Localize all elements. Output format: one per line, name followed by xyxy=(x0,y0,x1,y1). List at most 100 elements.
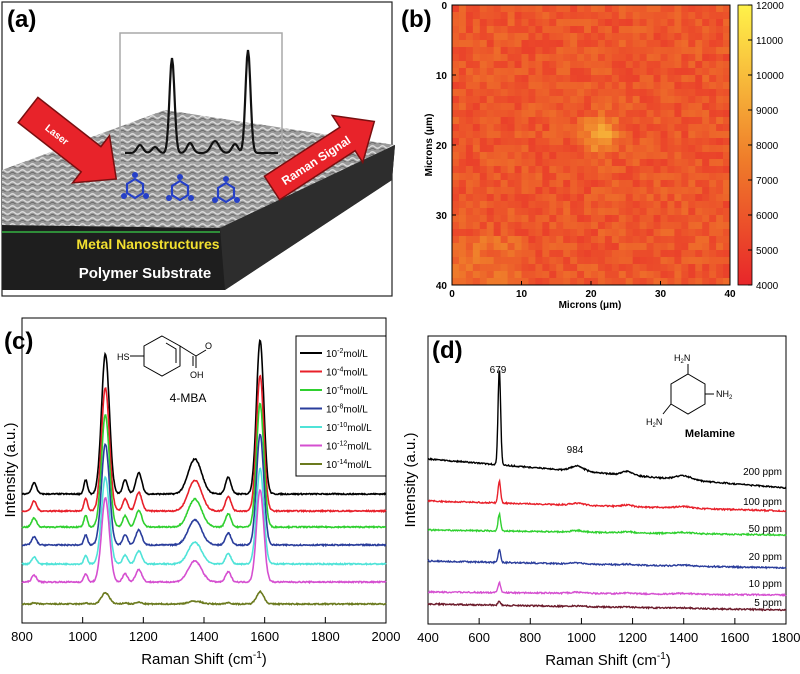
panel-c-series-line xyxy=(21,590,387,607)
heatmap-cell xyxy=(667,271,675,279)
heatmap-cell xyxy=(591,5,599,13)
heatmap-cell xyxy=(458,152,467,160)
heatmap-cell xyxy=(570,5,578,13)
heatmap-cell xyxy=(667,61,675,69)
heatmap-cell xyxy=(549,33,557,41)
heatmap-cell xyxy=(618,54,627,62)
heatmap-cell xyxy=(667,201,675,209)
heatmap-cell xyxy=(465,117,474,125)
heatmap-cell xyxy=(577,68,585,76)
heatmap-cell xyxy=(646,187,654,195)
heatmap-cell xyxy=(660,187,668,195)
heatmap-cell xyxy=(521,82,529,90)
heatmap-cell xyxy=(458,243,467,251)
heatmap-cell xyxy=(542,40,550,48)
panel-c-legend-label: 10-4mol/L xyxy=(326,367,368,379)
heatmap-cell xyxy=(514,222,522,230)
heatmap-cell xyxy=(604,138,613,146)
heatmap-cell xyxy=(535,47,543,55)
heatmap-cell xyxy=(479,264,488,272)
heatmap-cell xyxy=(618,229,627,237)
heatmap-cell xyxy=(479,278,488,286)
heatmap-cell xyxy=(563,19,571,27)
heatmap-cell xyxy=(695,75,703,83)
heatmap-cell xyxy=(458,61,467,69)
heatmap-cell xyxy=(681,75,689,83)
heatmap-cell xyxy=(597,187,606,195)
heatmap-cell xyxy=(632,180,641,188)
heatmap-cell xyxy=(723,243,731,251)
heatmap-cell xyxy=(528,278,536,286)
heatmap-cell xyxy=(695,194,703,202)
heatmap-cell xyxy=(452,54,460,62)
heatmap-cell xyxy=(611,271,620,279)
heatmap-cell xyxy=(556,173,564,181)
heatmap-cell xyxy=(597,180,606,188)
heatmap-cell xyxy=(611,26,620,34)
heatmap-cell xyxy=(549,89,557,97)
heatmap-cell xyxy=(681,229,689,237)
heatmap-cell xyxy=(521,264,529,272)
heatmap-cell xyxy=(597,145,606,153)
heatmap-cell xyxy=(472,124,481,132)
heatmap-cell xyxy=(556,145,564,153)
colorbar-tick-label: 12000 xyxy=(756,1,784,12)
heatmap-cell xyxy=(688,19,696,27)
heatmap-cell xyxy=(535,124,543,132)
heatmap-cell xyxy=(465,40,474,48)
heatmap-cell xyxy=(611,264,620,272)
panel-c-x-tick-label: 1800 xyxy=(311,629,340,644)
heatmap-cell xyxy=(556,257,564,265)
heatmap-grid xyxy=(452,5,731,286)
panel-c-legend-label: 10-8mol/L xyxy=(326,404,368,416)
heatmap-cell xyxy=(709,103,717,111)
heatmap-cell xyxy=(611,173,620,181)
heatmap-cell xyxy=(458,33,467,41)
heatmap-cell xyxy=(479,68,488,76)
heatmap-cell xyxy=(472,68,481,76)
heatmap-cell xyxy=(577,194,585,202)
heatmap-cell xyxy=(486,54,495,62)
heatmap-cell xyxy=(542,152,550,160)
heatmap-cell xyxy=(625,152,634,160)
heatmap-cell xyxy=(486,110,495,118)
heatmap-cell xyxy=(639,124,647,132)
panel-c-y-axis-label: Intensity (a.u.) xyxy=(2,422,19,517)
heatmap-cell xyxy=(556,243,564,251)
heatmap-cell xyxy=(528,229,536,237)
heatmap-cell xyxy=(452,61,460,69)
heatmap-cell xyxy=(604,278,613,286)
heatmap-cell xyxy=(493,152,502,160)
heatmap-cell xyxy=(723,131,731,139)
heatmap-cell xyxy=(681,103,689,111)
heatmap-cell xyxy=(625,12,634,20)
heatmap-cell xyxy=(716,194,724,202)
panel-d: (d) 400 600 800 1000 1200 1400 1600 1800 Raman … xyxy=(402,335,800,669)
heatmap-cell xyxy=(702,117,710,125)
heatmap-cell xyxy=(570,194,578,202)
heatmap-cell xyxy=(604,229,613,237)
heatmap-cell xyxy=(528,180,536,188)
heatmap-cell xyxy=(465,180,474,188)
heatmap-cell xyxy=(723,166,731,174)
heatmap-cell xyxy=(472,19,481,27)
heatmap-cell xyxy=(528,68,536,76)
heatmap-cell xyxy=(514,152,522,160)
heatmap-cell xyxy=(702,138,710,146)
heatmap-cell xyxy=(618,194,627,202)
heatmap-cell xyxy=(611,145,620,153)
heatmap-cell xyxy=(653,278,661,286)
heatmap-cell xyxy=(542,278,550,286)
heatmap-cell xyxy=(500,236,508,244)
heatmap-cell xyxy=(577,180,585,188)
heatmap-cell xyxy=(660,82,668,90)
heatmap-cell xyxy=(500,124,508,132)
heatmap-cell xyxy=(597,166,606,174)
heatmap-cell xyxy=(465,61,474,69)
heatmap-cell xyxy=(563,89,571,97)
heatmap-cell xyxy=(479,103,488,111)
heatmap-cell xyxy=(653,40,661,48)
heatmap-cell xyxy=(674,75,682,83)
heatmap-cell xyxy=(625,110,634,118)
panel-d-series xyxy=(427,370,787,612)
